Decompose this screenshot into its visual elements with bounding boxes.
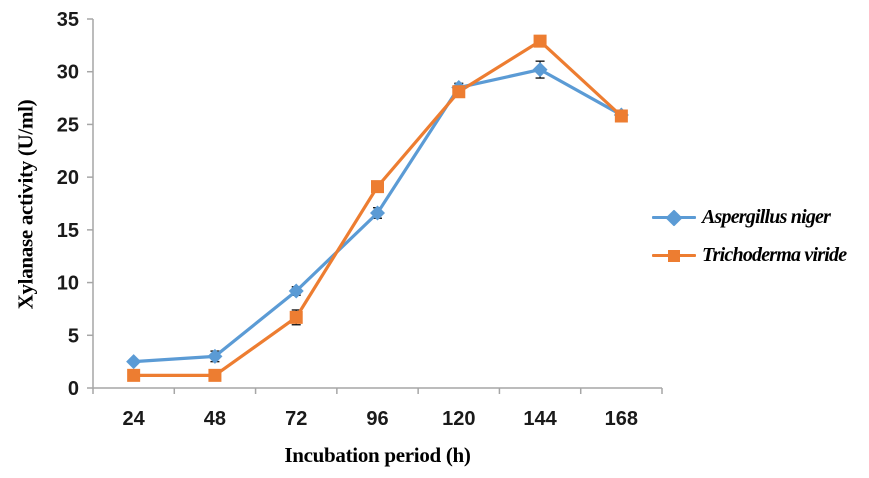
y-axis-title: Xylanase activity (U/ml) bbox=[13, 99, 38, 310]
data-point-square bbox=[533, 34, 547, 48]
y-tick-label: 30 bbox=[57, 62, 79, 84]
x-tick-label: 24 bbox=[123, 408, 146, 430]
x-tick-label: 168 bbox=[605, 408, 638, 430]
data-point-square bbox=[371, 180, 384, 194]
y-tick-label: 0 bbox=[68, 378, 79, 400]
y-tick-label: 35 bbox=[57, 9, 79, 31]
legend-label-trichoderma: Trichoderma viride bbox=[702, 244, 847, 266]
data-point-square bbox=[452, 85, 466, 99]
x-tick-label: 72 bbox=[285, 408, 307, 430]
legend-item-aspergillus-niger: Aspergillus niger bbox=[652, 205, 846, 230]
legend-item-trichoderma-viride: Trichoderma viride bbox=[652, 243, 847, 268]
y-tick-label: 20 bbox=[57, 167, 79, 189]
legend-swatch-aspergillus bbox=[652, 209, 696, 226]
y-tick-label: 15 bbox=[57, 220, 79, 242]
square-marker-icon bbox=[668, 249, 680, 262]
data-point-diamond bbox=[370, 205, 385, 221]
x-tick-label: 144 bbox=[523, 408, 557, 430]
legend: Aspergillus niger Trichoderma viride bbox=[652, 205, 847, 268]
y-tick-label: 25 bbox=[57, 114, 79, 136]
data-point-diamond bbox=[532, 62, 548, 78]
data-point-diamond bbox=[126, 354, 142, 370]
data-point-square bbox=[208, 368, 222, 382]
data-point-square bbox=[614, 109, 628, 123]
data-point-diamond bbox=[207, 348, 223, 364]
x-axis-title: Incubation period (h) bbox=[284, 443, 471, 467]
data-point-square bbox=[289, 310, 303, 324]
y-tick-label: 10 bbox=[57, 273, 79, 295]
data-point-square bbox=[127, 368, 141, 382]
x-tick-label: 96 bbox=[366, 408, 388, 430]
diamond-marker-icon bbox=[665, 209, 683, 226]
x-tick-label: 48 bbox=[204, 408, 226, 430]
x-tick-label: 120 bbox=[442, 408, 475, 430]
legend-label-aspergillus: Aspergillus niger bbox=[702, 206, 831, 228]
y-tick-label: 5 bbox=[68, 325, 79, 347]
data-point-diamond bbox=[288, 283, 304, 299]
legend-swatch-trichoderma bbox=[652, 248, 696, 264]
